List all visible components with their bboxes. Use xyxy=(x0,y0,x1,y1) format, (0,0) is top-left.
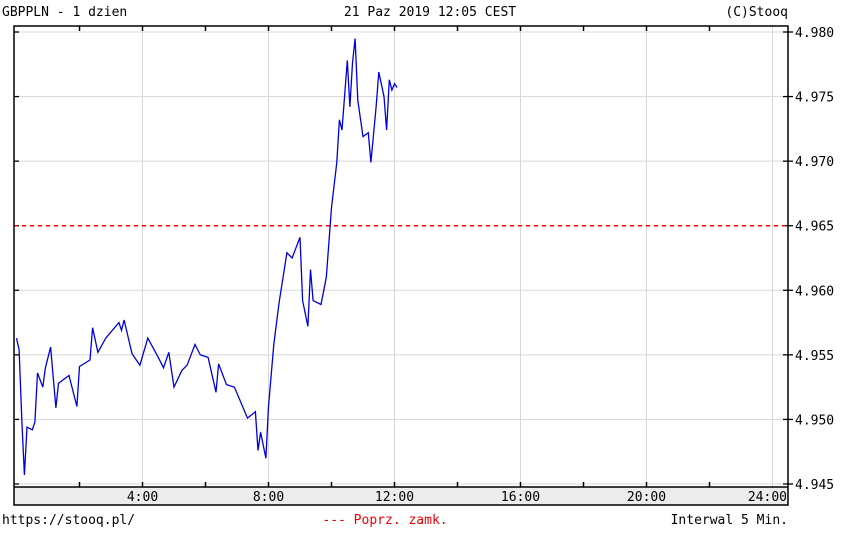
x-axis-band xyxy=(14,487,788,505)
grid xyxy=(14,26,788,487)
copyright: (C)Stooq xyxy=(725,5,788,20)
y-tick-label: 4.945 xyxy=(795,478,834,493)
tick-marks xyxy=(14,26,793,487)
x-tick-label: 16:00 xyxy=(501,490,540,505)
symbol-title: GBPPLN - 1 dzien xyxy=(2,5,127,20)
chart-timestamp: 21 Paz 2019 12:05 CEST xyxy=(344,5,516,20)
source-url-link[interactable]: https://stooq.pl/ xyxy=(2,513,135,528)
y-tick-label: 4.960 xyxy=(795,284,834,299)
x-tick-labels: 4:00 8:00 12:00 16:00 20:00 24:00 xyxy=(127,490,787,505)
y-tick-label: 4.955 xyxy=(795,349,834,364)
y-tick-label: 4.950 xyxy=(795,413,834,428)
y-tick-label: 4.975 xyxy=(795,91,834,106)
x-tick-label: 24:00 xyxy=(748,490,787,505)
interval-label: Interwal 5 Min. xyxy=(671,513,788,528)
y-tick-label: 4.970 xyxy=(795,155,834,170)
y-tick-labels: 4.945 4.950 4.955 4.960 4.965 4.970 4.975 4.980 xyxy=(795,26,834,493)
series-line-gbppln xyxy=(15,38,398,476)
y-tick-label: 4.965 xyxy=(795,220,834,235)
plot-border xyxy=(13,25,789,506)
x-tick-label: 4:00 xyxy=(127,490,158,505)
x-tick-label: 20:00 xyxy=(627,490,666,505)
x-tick-label: 8:00 xyxy=(253,490,284,505)
x-tick-label: 12:00 xyxy=(375,490,414,505)
y-tick-label: 4.980 xyxy=(795,26,834,41)
legend-prev-close: --- Poprz. zamk. xyxy=(322,513,447,528)
